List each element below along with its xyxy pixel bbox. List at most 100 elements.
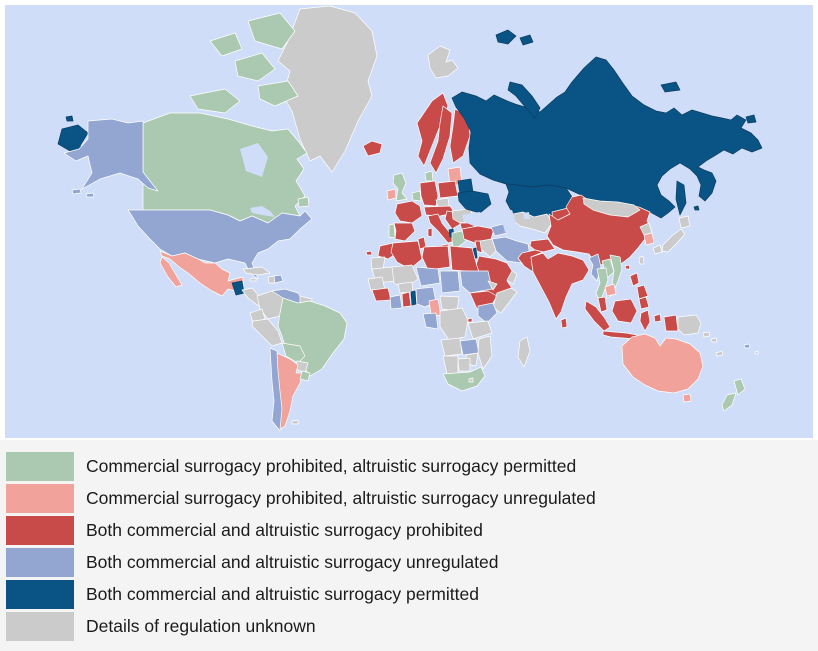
region-india (530, 252, 590, 320)
region-honshu (661, 228, 686, 253)
region-newfoundland (297, 196, 310, 208)
region-moluccas (653, 313, 662, 323)
region-cuba (242, 266, 271, 276)
region-svalbard (427, 45, 459, 79)
legend-swatch-both-permitted (6, 579, 74, 609)
region-hainan (624, 264, 631, 270)
region-germany (419, 180, 439, 207)
legend-label: Both commercial and altruistic surrogacy… (86, 519, 483, 540)
region-ireland (386, 188, 397, 201)
region-greenland (277, 5, 378, 173)
region-new-siberian-islands (660, 81, 681, 93)
region-new-zealand (721, 392, 737, 412)
legend-label: Details of regulation unknown (86, 615, 316, 636)
region-canada-island (247, 12, 296, 50)
region-portugal (388, 223, 396, 239)
region-kyushu (652, 244, 663, 255)
region-sakhalin (675, 180, 687, 216)
hudson-bay (240, 143, 268, 177)
region-franz-josef-land (495, 29, 517, 45)
region-benelux (411, 190, 422, 202)
world-map (5, 5, 813, 438)
caspian-sea (502, 210, 516, 236)
legend-item-both-unregulated: Both commercial and altruistic surrogacy… (0, 546, 818, 578)
legend-item-altruistic-unregulated: Commercial surrogacy prohibited, altruis… (0, 482, 818, 514)
region-franz-josef-land (519, 34, 534, 46)
region-sweden (429, 105, 453, 174)
legend-swatch-both-prohibited (6, 515, 74, 545)
region-madagascar (517, 336, 531, 368)
region-norway (416, 92, 449, 167)
region-zambia (459, 338, 480, 356)
region-liberia-ivory-coast (389, 294, 403, 310)
region-oman (506, 270, 518, 285)
region-angola (440, 337, 463, 357)
region-ghana (401, 291, 412, 308)
region-aleutian-islands (71, 188, 82, 195)
region-jamaica (249, 277, 257, 282)
region-denmark (424, 170, 434, 182)
region-tasmania (682, 393, 692, 403)
legend-swatch-altruistic-unregulated (6, 483, 74, 513)
region-new-caledonia (715, 350, 724, 357)
region-taiwan (638, 255, 645, 265)
region-ukraine (457, 190, 492, 214)
region-australia (621, 333, 704, 394)
region-burkina-faso (397, 281, 414, 294)
region-levant (474, 240, 483, 254)
region-samoa (754, 350, 759, 355)
region-borneo (611, 298, 638, 324)
region-gabon-congo (422, 312, 439, 330)
region-mozambique (477, 335, 493, 370)
region-tanzania (467, 320, 493, 340)
region-alaska (63, 118, 159, 192)
region-togo-benin (410, 290, 417, 306)
region-iceland (362, 140, 383, 157)
region-libya (421, 245, 451, 271)
great-lakes (250, 206, 275, 217)
legend-swatch-unknown (6, 611, 74, 641)
legend-swatch-both-unregulated (6, 547, 74, 577)
region-south-africa (442, 366, 486, 392)
region-papua-new-guinea (677, 314, 702, 336)
region-niger (415, 266, 441, 287)
region-canada-island (257, 80, 299, 107)
region-philippines (636, 284, 649, 300)
region-argentina (276, 352, 304, 430)
region-peru (251, 318, 283, 347)
legend-item-both-permitted: Both commercial and altruistic surrogacy… (0, 578, 818, 610)
region-canary-islands (365, 250, 373, 256)
region-fiji (743, 343, 751, 349)
legend-label: Commercial surrogacy prohibited, altruis… (86, 487, 596, 508)
region-new-zealand (733, 378, 746, 396)
region-hokkaido (678, 215, 691, 229)
legend-swatch-altruistic-permitted (6, 451, 74, 481)
region-mongolia (582, 197, 641, 218)
region-sumatra (584, 300, 611, 332)
region-canada-island (209, 32, 243, 57)
region-malaysia (597, 296, 608, 313)
region-solomon-islands (710, 337, 718, 343)
region-falkland-islands (291, 419, 299, 425)
region-sulawesi (639, 309, 651, 332)
black-sea (462, 212, 491, 226)
legend-label: Both commercial and altruistic surrogacy… (86, 583, 479, 604)
region-egypt (449, 245, 480, 273)
legend-item-unknown: Details of regulation unknown (0, 610, 818, 642)
region-mexico (159, 250, 244, 297)
region-solomon-islands (702, 331, 711, 338)
region-drc (439, 307, 469, 341)
region-west-papua (663, 314, 679, 332)
map-legend: Commercial surrogacy prohibited, altruis… (0, 440, 818, 651)
legend-item-both-prohibited: Both commercial and altruistic surrogacy… (0, 514, 818, 546)
region-kenya (477, 302, 498, 324)
region-canada-island (234, 52, 276, 82)
region-uruguay (299, 370, 311, 382)
region-france (394, 200, 423, 224)
region-thailand (595, 267, 609, 303)
region-novaya-zemlya (507, 81, 541, 119)
region-philippines (638, 296, 650, 310)
region-sudan (459, 270, 493, 294)
region-bolivia (281, 342, 306, 364)
region-wrangel-island (745, 114, 757, 124)
